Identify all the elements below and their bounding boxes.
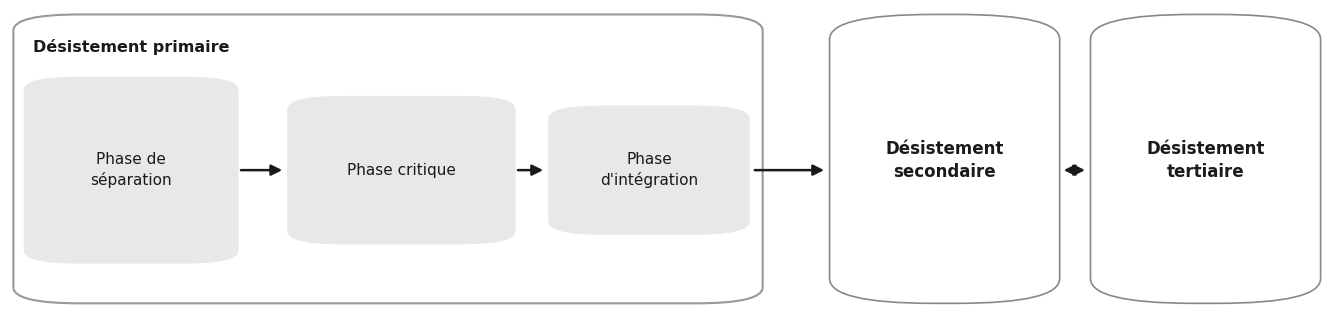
FancyBboxPatch shape xyxy=(24,77,238,263)
Text: Phase
d'intégration: Phase d'intégration xyxy=(599,152,698,188)
FancyBboxPatch shape xyxy=(13,14,763,303)
Text: Désistement
secondaire: Désistement secondaire xyxy=(886,140,1004,181)
FancyBboxPatch shape xyxy=(549,106,749,234)
FancyBboxPatch shape xyxy=(288,96,515,244)
FancyBboxPatch shape xyxy=(830,14,1060,303)
Text: Phase critique: Phase critique xyxy=(347,163,456,178)
Text: Désistement primaire: Désistement primaire xyxy=(33,39,230,55)
Text: Phase de
séparation: Phase de séparation xyxy=(90,152,173,188)
Text: Désistement
tertiaire: Désistement tertiaire xyxy=(1147,140,1264,181)
FancyBboxPatch shape xyxy=(1090,14,1321,303)
